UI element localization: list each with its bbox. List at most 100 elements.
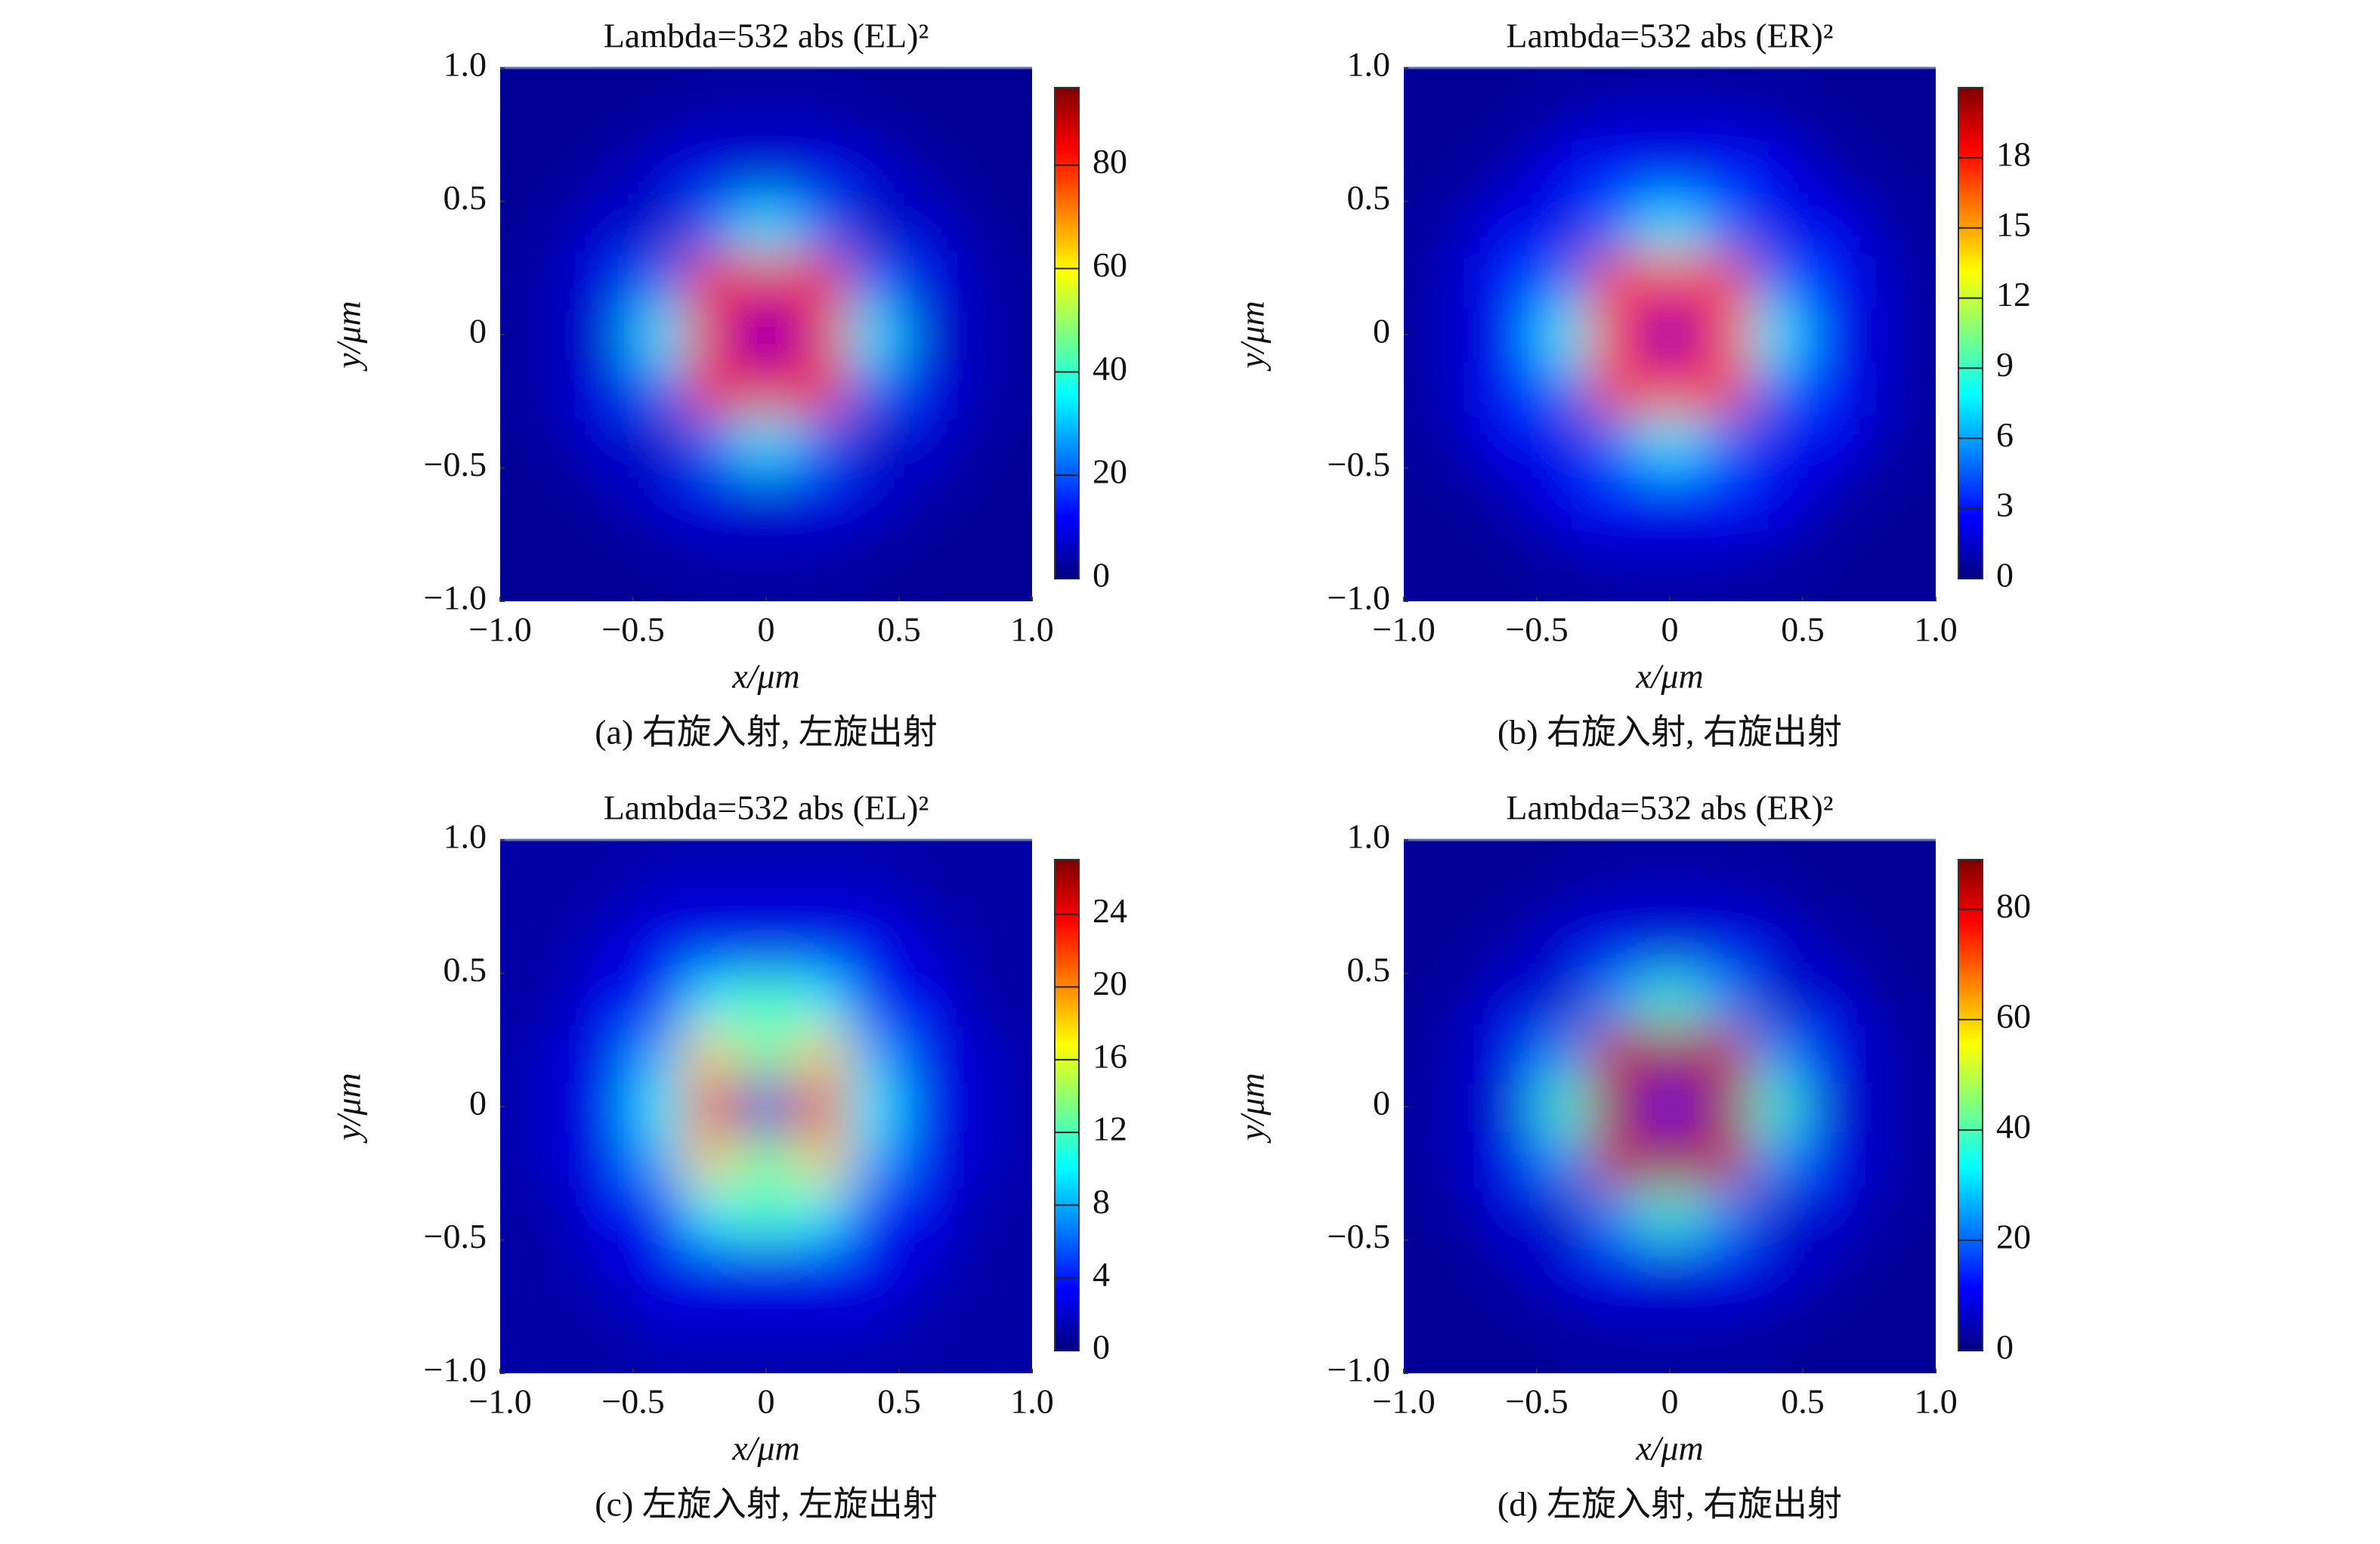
heatmap-cell — [793, 919, 847, 974]
heatmap-cell — [1590, 361, 1644, 415]
heatmap-cell — [580, 1293, 634, 1348]
heatmap-cell — [1749, 1293, 1804, 1348]
heatmap-cell — [1537, 361, 1591, 415]
heatmap-cell — [1803, 147, 1857, 202]
colorbar-tick-label: 40 — [1093, 349, 1127, 388]
heatmap-cell — [1537, 94, 1591, 149]
heatmap-cell — [1430, 973, 1485, 1028]
heatmap-cell — [1696, 973, 1751, 1028]
caption: (a) 右旋入射, 左旋出射 — [595, 713, 938, 752]
heatmap-cell — [580, 201, 634, 256]
heatmap-cell — [1430, 307, 1485, 363]
heatmap-cell — [1749, 521, 1804, 576]
heatmap-cell — [1483, 1079, 1538, 1135]
heatmap-cell — [739, 1293, 794, 1348]
heatmap-cell — [527, 361, 581, 415]
heatmap-cell — [1483, 1027, 1538, 1081]
heatmap-cell — [793, 414, 847, 469]
heatmap-cell — [1005, 94, 1032, 149]
heatmap-cell — [1803, 1240, 1857, 1295]
heatmap-cell — [793, 866, 847, 921]
colorbar-tick-label: 80 — [1996, 886, 2031, 925]
heatmap-cell — [739, 68, 794, 96]
heatmap-cell — [633, 521, 688, 576]
heatmap-cell — [1430, 255, 1485, 309]
heatmap-cell — [1803, 468, 1857, 523]
heatmap-cell — [1909, 1079, 1936, 1135]
heatmap-cell — [845, 94, 900, 149]
heatmap-cell — [1590, 468, 1644, 523]
heatmap-cell — [1856, 840, 1910, 868]
heatmap-cell — [845, 973, 900, 1028]
heatmap-cell — [686, 1186, 740, 1241]
heatmap-cell — [1749, 866, 1804, 921]
heatmap-cell — [952, 866, 1006, 921]
heatmap-cell — [899, 1186, 954, 1241]
heatmap-cell — [1803, 521, 1857, 576]
heatmap-cell — [580, 919, 634, 974]
heatmap-cell — [1696, 1293, 1751, 1348]
heatmap-cell — [527, 147, 581, 202]
heatmap-cell — [500, 866, 528, 921]
heatmap-cell — [500, 147, 528, 202]
y-tick-label: −0.5 — [424, 1217, 487, 1255]
heatmap-cell — [1483, 1293, 1538, 1348]
heatmap-cell — [1483, 521, 1538, 576]
heatmap-cell — [527, 1079, 581, 1135]
heatmap-cell — [1643, 361, 1698, 415]
heatmap-cell — [686, 1133, 740, 1187]
heatmap-cell — [1537, 68, 1591, 96]
heatmap-cell — [952, 840, 1006, 868]
heatmap-cell — [845, 1346, 900, 1373]
heatmap-cell — [1483, 973, 1538, 1028]
heatmap-cell — [1537, 255, 1591, 309]
heatmap-cell — [1590, 866, 1644, 921]
heatmap-cell — [1537, 1133, 1591, 1187]
heatmap-cell — [899, 973, 954, 1028]
heatmap-cell — [899, 68, 954, 96]
heatmap-cell — [793, 1186, 847, 1241]
heatmap-cell — [686, 468, 740, 523]
heatmap-cell — [1537, 1186, 1591, 1241]
heatmap-cell — [633, 1346, 688, 1373]
heatmap-cell — [845, 1240, 900, 1295]
heatmap-cell — [899, 468, 954, 523]
heatmap-cell — [952, 94, 1006, 149]
heatmap-cell — [686, 1240, 740, 1295]
x-tick-label: 0 — [1661, 1382, 1679, 1421]
chart-title: Lambda=532 abs (EL)² — [604, 17, 929, 55]
heatmap-cell — [1696, 1079, 1751, 1135]
y-tick-label: 0.5 — [1347, 950, 1391, 989]
heatmap-cell — [952, 1133, 1006, 1187]
heatmap-cell — [1430, 1079, 1485, 1135]
heatmap-cell — [500, 361, 528, 415]
heatmap-cell — [1803, 307, 1857, 363]
colorbar-tick-label: 9 — [1996, 345, 2014, 384]
y-tick-label: 0 — [1373, 1084, 1390, 1122]
heatmap-cell — [1590, 840, 1644, 868]
x-tick-label: −1.0 — [468, 1382, 531, 1421]
heatmap-cell — [1590, 307, 1644, 363]
heatmap-cell — [633, 468, 688, 523]
heatmap-cell — [1404, 840, 1432, 868]
heatmap-cell — [1909, 147, 1936, 202]
heatmap-cell — [952, 468, 1006, 523]
heatmap-cell — [1537, 574, 1591, 601]
heatmap-cell — [739, 1186, 794, 1241]
heatmap-cell — [1005, 1133, 1032, 1187]
y-tick-label: 0 — [469, 312, 487, 350]
heatmap-cell — [1483, 94, 1538, 149]
heatmap-cell — [1537, 201, 1591, 256]
heatmap-cell — [1483, 866, 1538, 921]
x-axis-label: x/μm — [731, 657, 800, 696]
heatmap-cell — [1483, 68, 1538, 96]
heatmap-cell — [793, 68, 847, 96]
heatmap-cell — [1430, 94, 1485, 149]
heatmap-cell — [845, 361, 900, 415]
heatmap-cell — [1749, 68, 1804, 96]
heatmap-cell — [1856, 361, 1910, 415]
heatmap-cell — [633, 1240, 688, 1295]
heatmap-cell — [633, 1293, 688, 1348]
colorbar-tick-label: 18 — [1996, 134, 2031, 173]
